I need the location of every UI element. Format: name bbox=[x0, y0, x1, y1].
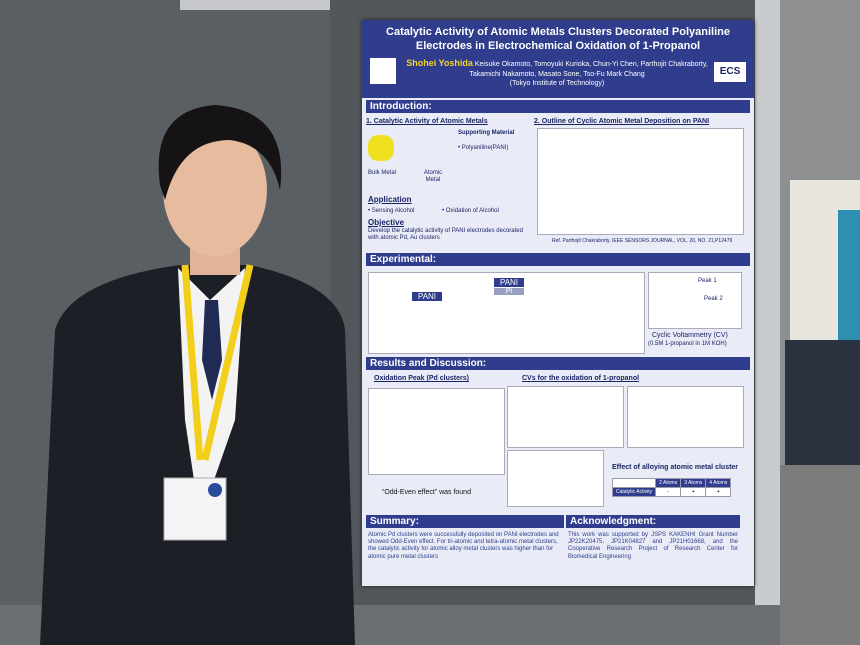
table-header: 3 Atoms bbox=[680, 478, 707, 488]
bulk-metal-icon bbox=[368, 135, 394, 161]
university-logo bbox=[370, 58, 396, 84]
poster-title: Catalytic Activity of Atomic Metals Clus… bbox=[386, 26, 730, 53]
section-heading: Acknowledgment: bbox=[566, 515, 740, 528]
label: Peak 2 bbox=[704, 296, 723, 302]
peak-plot bbox=[368, 388, 505, 475]
affiliation: (Tokyo Institute of Technology) bbox=[509, 79, 605, 87]
cv-plot bbox=[648, 272, 742, 329]
label: Application bbox=[368, 195, 412, 204]
electrode: PANI bbox=[412, 292, 442, 301]
section-heading: Summary: bbox=[366, 515, 564, 528]
presenter: Shohei Yoshida bbox=[406, 58, 473, 68]
deposition-diagram bbox=[537, 128, 744, 235]
subheading: 1. Catalytic Activity of Atomic Metals bbox=[366, 118, 488, 125]
acknowledgment-text: This work was supported by JSPS KAKENHI … bbox=[568, 532, 738, 560]
label: Objective bbox=[368, 218, 405, 227]
electrode: Pt bbox=[494, 288, 524, 295]
label: “Odd-Even effect” was found bbox=[382, 489, 471, 496]
table-cell: - bbox=[655, 487, 682, 497]
table-header: 4 Atoms bbox=[705, 478, 732, 488]
table-cell: + bbox=[705, 487, 732, 497]
label: Peak 1 bbox=[698, 278, 717, 284]
table-header: 2 Atoms bbox=[655, 478, 682, 488]
ecs-logo: ECS bbox=[714, 62, 746, 82]
person bbox=[40, 105, 355, 645]
section-heading: Introduction: bbox=[366, 100, 750, 113]
cv-plot bbox=[507, 386, 624, 448]
cv-plot bbox=[507, 450, 604, 507]
subheading: 2. Outline of Cyclic Atomic Metal Deposi… bbox=[534, 118, 710, 125]
objective-text: Develop the catalytic activity of PANI e… bbox=[368, 228, 523, 242]
authors: Shohei Yoshida Keisuke Okamoto, Tomoyuki… bbox=[402, 58, 712, 88]
section-heading: Experimental: bbox=[366, 253, 750, 266]
co-authors: Keisuke Okamoto, Tomoyuki Kurioka, Chun-… bbox=[469, 61, 708, 78]
label: Atomic Metal bbox=[423, 170, 443, 184]
subheading: Oxidation Peak (Pd clusters) bbox=[374, 375, 469, 382]
section-heading: Results and Discussion: bbox=[366, 357, 750, 370]
table-cell: + bbox=[680, 487, 707, 497]
results-table: 2 Atoms 3 Atoms 4 Atoms Catalytic Activity… bbox=[611, 478, 732, 497]
label: • Polyaniline(PANI) bbox=[458, 145, 509, 151]
electrode: PANI bbox=[494, 278, 524, 287]
cv-plot bbox=[627, 386, 744, 448]
label: Bulk Metal bbox=[368, 170, 397, 176]
reference: Ref. Parthojit Chakraborty, IEEE SENSORS… bbox=[552, 238, 733, 244]
label: (0.5M 1-propanol in 1M KOH) bbox=[648, 341, 727, 347]
label: Effect of alloying atomic metal cluster bbox=[612, 464, 739, 471]
poster: Catalytic Activity of Atomic Metals Clus… bbox=[362, 20, 754, 586]
label: Supporting Material bbox=[458, 130, 515, 136]
summary-text: Atomic Pd clusters were successfully dep… bbox=[368, 532, 559, 560]
subheading: CVs for the oxidation of 1-propanol bbox=[522, 375, 640, 382]
poster-header bbox=[362, 20, 754, 98]
label: • Oxidation of Alcohol bbox=[442, 208, 499, 214]
label: • Sensing Alcohol bbox=[368, 208, 415, 214]
table-cell: Catalytic Activity bbox=[611, 487, 657, 497]
label: Cyclic Voltammetry (CV) bbox=[652, 332, 728, 339]
